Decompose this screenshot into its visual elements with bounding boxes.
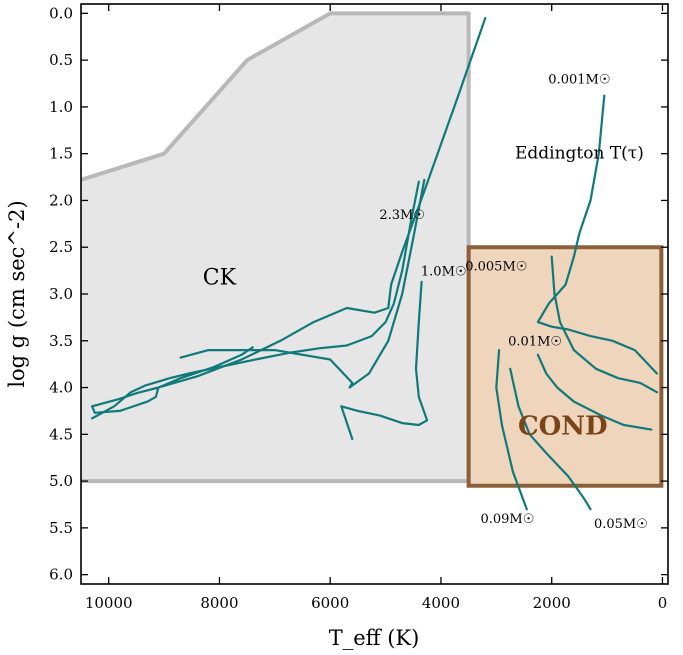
y-tick-label: 2.0 [49, 191, 73, 209]
series-line-2-3-m [91, 16, 487, 414]
series-label-0-001-m: 0.001M☉ [548, 73, 610, 88]
series-line-0-01-m [536, 353, 653, 431]
series-line-1-0-m [340, 280, 429, 441]
series-line-0-005-m [550, 255, 658, 394]
y-tick-label: 0.0 [49, 4, 73, 22]
region-label-cond: COND [518, 411, 608, 441]
x-tick-label: 4000 [422, 594, 460, 612]
series-label-1-0-m: 1.0M☉ [421, 264, 467, 279]
y-tick-label: 5.5 [49, 519, 73, 537]
region-ck-fill [81, 13, 469, 482]
y-tick-label: 2.5 [49, 238, 73, 256]
y-tick-label: 4.5 [49, 425, 73, 443]
x-tick-label: 0 [658, 594, 668, 612]
region-cond-border [466, 245, 664, 488]
series-label-0-01-m: 0.01M☉ [508, 334, 562, 349]
y-tick-label: 1.0 [49, 98, 73, 116]
series-line-2-3-m-tertiary-track [179, 178, 426, 389]
annotation-eddington-t: Eddington T(τ) [515, 143, 644, 163]
series-label-0-09-m: 0.09M☉ [480, 512, 534, 527]
y-tick-label: 6.0 [49, 566, 73, 584]
series-line-0-001-m [536, 94, 658, 375]
x-tick-label: 2000 [533, 594, 571, 612]
x-tick-label: 10000 [85, 594, 133, 612]
y-tick-label: 3.0 [49, 285, 73, 303]
series-label-2-3-m: 2.3M☉ [379, 208, 425, 223]
y-tick-label: 3.5 [49, 332, 73, 350]
x-tick-label: 8000 [200, 594, 238, 612]
y-tick-label: 1.5 [49, 145, 73, 163]
series-line-0-05-m [509, 367, 592, 511]
series-layer [91, 16, 658, 511]
region-cond-fill [468, 247, 662, 486]
region-label-ck: CK [203, 266, 237, 291]
series-label-0-005-m: 0.005M☉ [465, 260, 527, 275]
labels-layer: CK COND 2.3M☉ 1.0M☉ 0.001M☉ 0.005M☉ 0.01M☉ 0.05… [203, 73, 648, 532]
y-tick-label: 5.0 [49, 472, 73, 490]
y-tick-label: 4.0 [49, 379, 73, 397]
ticks-layer: 10000 8000 6000 4000 2000 0 0.0 0.5 1.0 1.5 2.0 2.5… [49, 4, 668, 612]
x-tick-label: 6000 [311, 594, 349, 612]
regions-layer [81, 11, 664, 488]
y-axis-title: log g (cm sec^-2) [5, 200, 29, 387]
y-tick-label: 0.5 [49, 51, 73, 69]
x-axis-title: T_eff (K) [329, 626, 420, 650]
series-line-0-09-m [495, 349, 528, 511]
series-label-0-05-m: 0.05M☉ [594, 517, 648, 532]
